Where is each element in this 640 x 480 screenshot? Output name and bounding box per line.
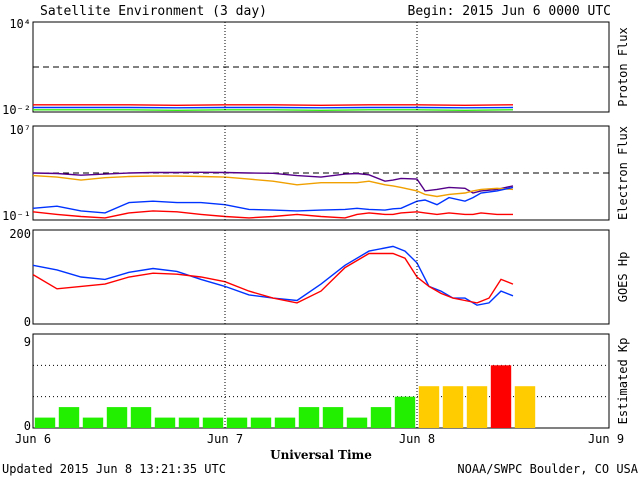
kp-bar bbox=[130, 407, 152, 428]
x-axis: Jun 6 Jun 7 Jun 8 Jun 9 Universal Time bbox=[15, 432, 624, 462]
kp-bar bbox=[346, 417, 368, 428]
kp-bar bbox=[202, 417, 224, 428]
kp-bar bbox=[418, 386, 440, 428]
kp-ytick-top: 9 bbox=[24, 335, 31, 349]
source-credit: NOAA/SWPC Boulder, CO USA bbox=[457, 462, 638, 476]
hp-panel-frame bbox=[32, 229, 610, 325]
goes-hp-panel: 200 0 GOES Hp bbox=[9, 227, 630, 329]
x-axis-label: Universal Time bbox=[270, 448, 372, 462]
proton-ytick-top: 10⁴ bbox=[9, 17, 31, 31]
electron-series-purple bbox=[32, 171, 514, 194]
kp-bar bbox=[34, 417, 56, 428]
kp-bar bbox=[322, 407, 344, 428]
hp-ytick-top: 200 bbox=[9, 227, 31, 241]
hp-series-blue bbox=[32, 245, 514, 306]
kp-bar bbox=[250, 417, 272, 428]
electron-series-blue bbox=[32, 186, 514, 214]
hp-series-group bbox=[32, 245, 514, 306]
proton-ylabel: Proton Flux bbox=[616, 27, 630, 106]
kp-bar bbox=[226, 417, 248, 428]
x-tick-jun6: Jun 6 bbox=[15, 432, 51, 446]
kp-bar bbox=[394, 396, 416, 428]
updated-timestamp: Updated 2015 Jun 8 13:21:35 UTC bbox=[2, 462, 226, 476]
proton-ytick-bottom: 10⁻² bbox=[2, 103, 31, 117]
kp-bar-group bbox=[33, 333, 609, 428]
kp-ylabel: Estimated Kp bbox=[616, 338, 630, 425]
x-tick-jun8: Jun 8 bbox=[399, 432, 435, 446]
hp-ylabel: GOES Hp bbox=[616, 252, 630, 303]
electron-series-orange bbox=[32, 174, 514, 198]
kp-bar bbox=[490, 365, 512, 428]
day-separator-lines bbox=[224, 22, 418, 428]
proton-series-green bbox=[33, 109, 514, 112]
kp-panel: 9 0 Estimated Kp bbox=[24, 333, 630, 433]
x-tick-jun9: Jun 9 bbox=[588, 432, 624, 446]
x-tick-jun7: Jun 7 bbox=[207, 432, 243, 446]
electron-ylabel: Electron Flux bbox=[616, 126, 630, 220]
hp-ytick-bottom: 0 bbox=[24, 315, 31, 329]
electron-series-red bbox=[32, 210, 513, 219]
kp-bar bbox=[58, 407, 80, 428]
kp-bar bbox=[298, 407, 320, 428]
kp-bar bbox=[466, 386, 488, 428]
kp-bar bbox=[154, 417, 176, 428]
proton-series-group bbox=[33, 66, 609, 112]
kp-bar bbox=[370, 407, 392, 428]
electron-series-group bbox=[32, 171, 609, 219]
electron-ytick-bottom: 10⁻¹ bbox=[2, 209, 31, 223]
kp-bar bbox=[514, 386, 536, 428]
chart-title: Satellite Environment (3 day) bbox=[40, 4, 267, 19]
kp-bar bbox=[442, 386, 464, 428]
electron-flux-panel: 10⁷ 10⁻¹ Electron Flux bbox=[2, 123, 630, 223]
kp-ytick-bottom: 0 bbox=[24, 419, 31, 433]
kp-bar bbox=[274, 417, 296, 428]
proton-flux-panel: 10⁴ 10⁻² Proton Flux bbox=[2, 17, 630, 117]
electron-ytick-top: 10⁷ bbox=[9, 123, 31, 137]
proton-series-red bbox=[33, 104, 514, 107]
kp-bar bbox=[178, 417, 200, 428]
begin-time: Begin: 2015 Jun 6 0000 UTC bbox=[408, 4, 612, 19]
kp-bar bbox=[106, 407, 128, 428]
kp-bar bbox=[82, 417, 104, 428]
hp-series-red bbox=[32, 252, 514, 304]
